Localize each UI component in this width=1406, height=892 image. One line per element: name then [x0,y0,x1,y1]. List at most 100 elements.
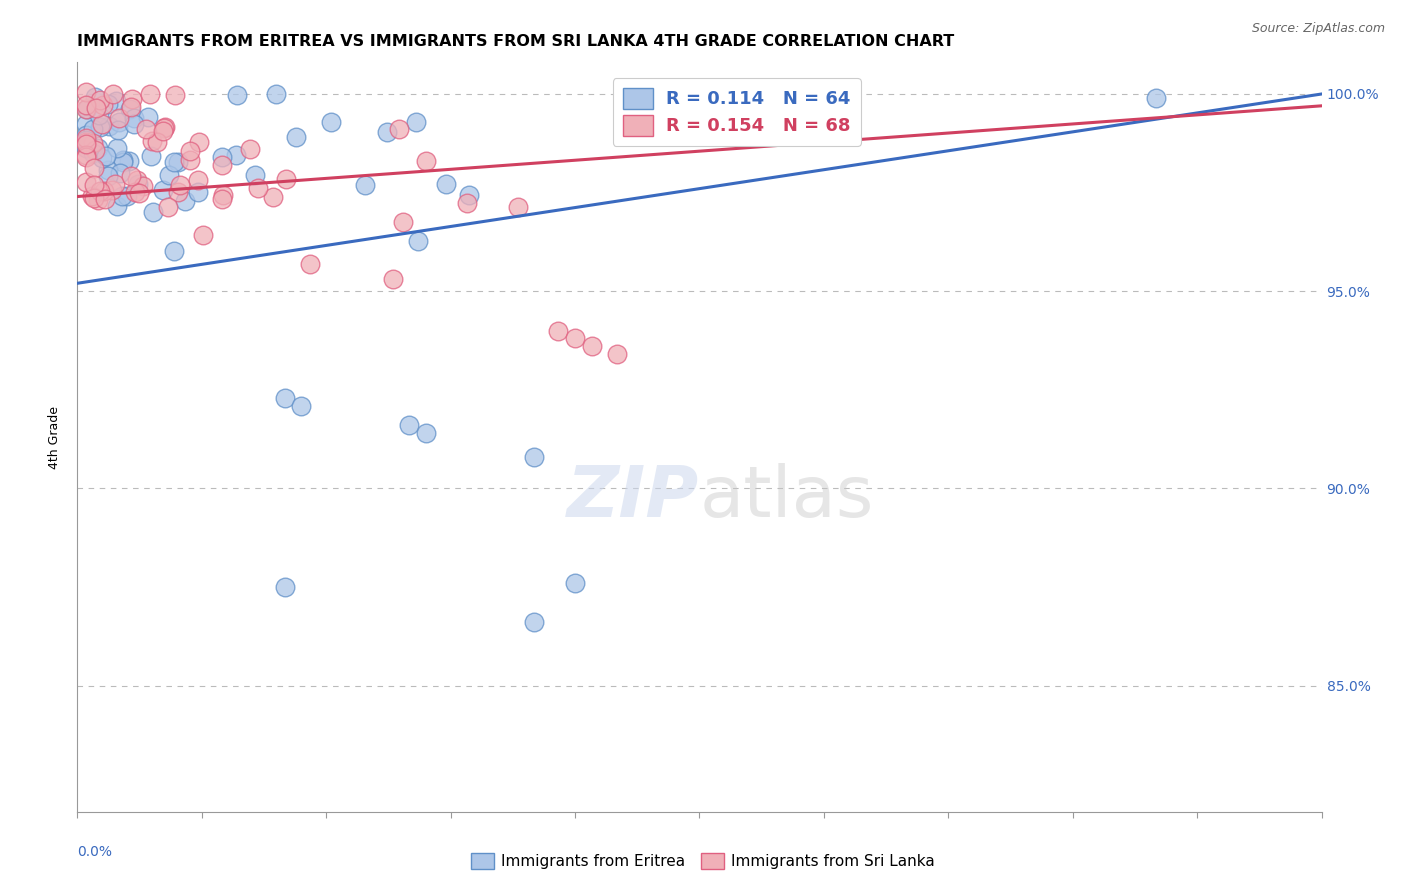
Point [273,391,295,405]
Point [104,178,127,192]
Point [82,145,104,160]
Point [107,112,129,126]
Point [75,147,97,161]
Point [375,125,398,139]
Point [101,183,124,197]
Point [120,169,142,184]
Point [105,141,128,155]
Point [122,111,145,125]
Point [115,189,138,203]
Text: Source: ZipAtlas.com: Source: ZipAtlas.com [1251,22,1385,36]
Point [152,124,174,138]
Point [75,136,97,150]
Point [458,188,481,202]
Point [187,185,209,199]
Point [406,234,429,248]
Point [239,142,262,156]
Point [117,153,139,168]
Point [225,147,247,161]
Point [83,178,105,193]
Point [75,141,97,155]
Point [225,88,247,103]
Point [1144,91,1167,105]
Point [87,108,110,122]
Point [152,183,174,197]
Point [82,121,104,136]
Point [83,89,105,103]
Point [75,85,97,99]
Point [262,189,284,203]
Point [187,136,209,150]
Point [87,141,110,155]
Point [456,195,478,210]
Point [606,347,628,361]
Point [104,95,127,109]
Point [121,92,143,106]
Point [212,188,235,202]
Point [247,180,270,194]
Point [82,136,104,151]
Point [141,134,163,148]
Point [415,153,437,168]
Point [76,103,98,117]
Point [285,129,308,144]
Point [290,399,312,413]
Point [163,87,186,102]
Point [94,192,117,206]
Point [75,98,97,112]
Point [75,150,97,164]
Point [120,102,142,116]
Point [139,149,162,163]
Point [83,161,105,175]
Point [89,120,111,135]
Point [415,426,437,441]
Point [547,324,569,338]
Point [405,115,427,129]
Point [191,227,214,242]
Point [75,128,97,142]
Point [564,331,586,345]
Point [83,191,105,205]
Point [122,116,145,130]
Point [506,200,529,214]
Point [132,178,155,193]
Point [111,188,134,202]
Point [112,153,135,168]
Point [138,110,160,124]
Point [75,131,97,145]
Point [353,178,375,193]
Point [89,93,111,107]
Point [179,144,201,158]
Text: atlas: atlas [700,463,875,532]
Point [120,100,142,114]
Point [211,150,233,164]
Point [128,186,150,200]
Point [146,135,169,149]
Point [166,154,188,169]
Text: 0.0%: 0.0% [77,846,112,859]
Point [381,272,404,286]
Point [107,123,129,137]
Point [83,144,105,158]
Point [75,175,97,189]
Point [179,153,201,168]
Text: ZIP: ZIP [567,463,700,532]
Point [75,102,97,116]
Point [391,215,413,229]
Point [398,418,420,433]
Point [97,96,120,111]
Point [91,117,114,131]
Point [110,166,132,180]
Text: IMMIGRANTS FROM ERITREA VS IMMIGRANTS FROM SRI LANKA 4TH GRADE CORRELATION CHART: IMMIGRANTS FROM ERITREA VS IMMIGRANTS FR… [77,34,955,49]
Point [75,136,97,151]
Point [127,177,149,191]
Point [75,133,97,147]
Point [434,178,457,192]
Point [75,117,97,131]
Point [388,122,411,136]
Point [105,199,128,213]
Point [169,178,191,193]
Point [142,205,165,219]
Point [211,192,233,206]
Point [159,168,181,182]
